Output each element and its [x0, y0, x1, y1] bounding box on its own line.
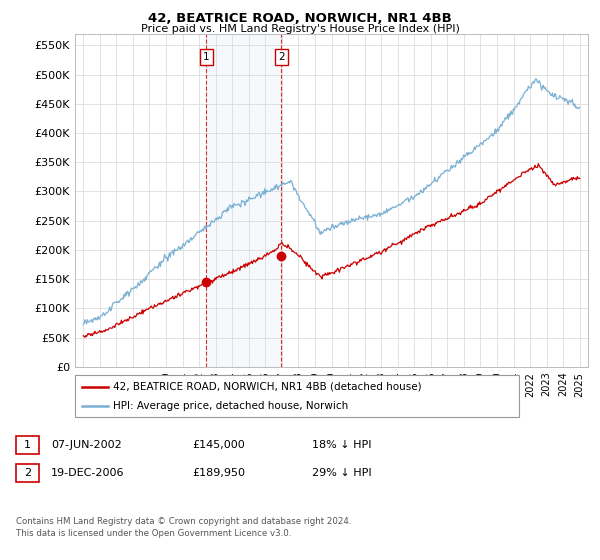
Text: 19-DEC-2006: 19-DEC-2006 [51, 468, 125, 478]
Text: £145,000: £145,000 [192, 440, 245, 450]
Text: Contains HM Land Registry data © Crown copyright and database right 2024.: Contains HM Land Registry data © Crown c… [16, 517, 352, 526]
Text: 1: 1 [24, 440, 31, 450]
Bar [206, 34, 281, 367]
Text: 2: 2 [278, 52, 284, 62]
Text: 18% ↓ HPI: 18% ↓ HPI [312, 440, 371, 450]
Text: HPI: Average price, detached house, Norwich: HPI: Average price, detached house, Norw… [113, 402, 348, 411]
Text: 07-JUN-2002: 07-JUN-2002 [51, 440, 122, 450]
Text: Price paid vs. HM Land Registry's House Price Index (HPI): Price paid vs. HM Land Registry's House … [140, 24, 460, 34]
Text: 1: 1 [203, 52, 210, 62]
Text: 42, BEATRICE ROAD, NORWICH, NR1 4BB: 42, BEATRICE ROAD, NORWICH, NR1 4BB [148, 12, 452, 25]
Text: 29% ↓ HPI: 29% ↓ HPI [312, 468, 371, 478]
Text: This data is licensed under the Open Government Licence v3.0.: This data is licensed under the Open Gov… [16, 529, 292, 538]
Text: 42, BEATRICE ROAD, NORWICH, NR1 4BB (detached house): 42, BEATRICE ROAD, NORWICH, NR1 4BB (det… [113, 382, 421, 392]
Text: 2: 2 [24, 468, 31, 478]
Text: £189,950: £189,950 [192, 468, 245, 478]
